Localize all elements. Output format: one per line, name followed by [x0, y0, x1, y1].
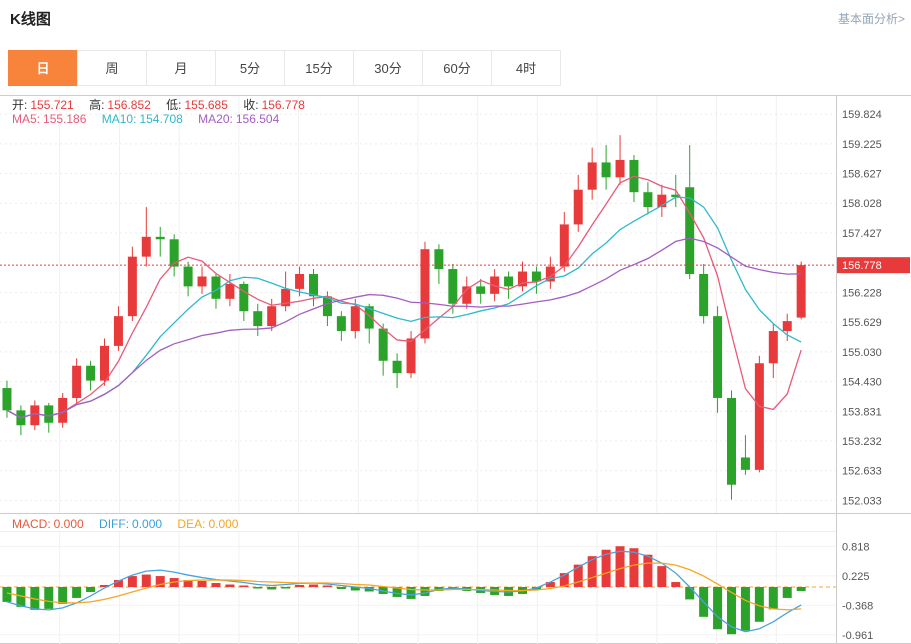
tab-month[interactable]: 月 [146, 50, 216, 86]
ohlc-open-value: 155.721 [30, 98, 74, 112]
macd-label: MACD: [12, 517, 51, 531]
price-axis-tick: 152.633 [842, 466, 882, 478]
ohlc-low: 低: 155.685 [166, 98, 228, 112]
ma20-value: 156.504 [235, 112, 280, 126]
candlestick-chart[interactable]: 159.824 159.225 158.627 158.028 157.427 156.2… [0, 95, 911, 513]
ohlc-high-label: 高: [89, 98, 105, 112]
price-axis-tick: 159.824 [842, 109, 882, 121]
price-axis-tick: 154.430 [842, 377, 882, 389]
ohlc-high: 高: 156.852 [89, 98, 151, 112]
diff-value-readout: DIFF: 0.000 [99, 517, 162, 531]
macd-readout: MACD: 0.000 DIFF: 0.000 DEA: 0.000 [12, 517, 250, 531]
price-axis-tick: 158.627 [842, 168, 882, 180]
ma5-readout: MA5: 155.186 [12, 112, 86, 126]
v-gridlines [59, 532, 777, 644]
ohlc-open-label: 开: [12, 98, 28, 112]
ma5-label: MA5: [12, 112, 41, 126]
ohlc-close-label: 收: [243, 98, 259, 112]
price-axis-tick: 153.232 [842, 436, 882, 448]
tab-day[interactable]: 日 [8, 50, 78, 86]
ma20-line [6, 237, 802, 419]
candles-layer [2, 135, 806, 500]
ma10-label: MA10: [101, 112, 137, 126]
macd-axis-tick: 0.225 [842, 571, 870, 583]
current-price-tag: 156.778 [837, 257, 910, 274]
dea-value: 0.000 [208, 517, 239, 531]
ohlc-close-value: 156.778 [261, 98, 305, 112]
diff-label: DIFF: [99, 517, 130, 531]
price-axis-tick: 158.028 [842, 198, 882, 210]
ohlc-close: 收: 156.778 [243, 98, 305, 112]
ohlc-readout: 开: 155.721 高: 156.852 低: 155.685 收: 156.778 [12, 96, 317, 113]
diff-value: 0.000 [132, 517, 163, 531]
dea-value-readout: DEA: 0.000 [177, 517, 238, 531]
ma10-value: 154.708 [139, 112, 183, 126]
dea-line [6, 562, 802, 611]
ohlc-high-value: 156.852 [107, 98, 151, 112]
fundamental-analysis-link[interactable]: 基本面分析> [837, 12, 905, 26]
macd-axis-tick: -0.368 [842, 600, 873, 612]
v-gridlines [59, 96, 777, 513]
page-title: K线图 [10, 11, 51, 28]
price-axis-tick: 156.228 [842, 287, 882, 299]
svg-text:156.778: 156.778 [842, 260, 882, 272]
macd-axis-tick: 0.818 [842, 541, 870, 553]
price-axis-tick: 159.225 [842, 139, 882, 151]
macd-histogram [2, 546, 806, 635]
tab-15min[interactable]: 15分 [284, 50, 354, 86]
timeframe-tabs: 日 周 月 5分 15分 30分 60分 4时 [8, 50, 561, 86]
macd-axis-tick: -0.961 [842, 630, 873, 642]
ma20-label: MA20: [198, 112, 233, 126]
macd-value: 0.000 [53, 517, 84, 531]
price-axis-tick: 157.427 [842, 228, 882, 240]
ma-readout: MA5: 155.186 MA10: 154.708 MA20: 156.504 [12, 112, 291, 126]
dea-label: DEA: [177, 517, 206, 531]
diff-line [6, 550, 802, 633]
price-axis-tick: 155.629 [842, 317, 882, 329]
tab-5min[interactable]: 5分 [215, 50, 285, 86]
ma20-readout: MA20: 156.504 [198, 112, 279, 126]
price-axis-tick: 153.831 [842, 406, 882, 418]
ma5-value: 155.186 [43, 112, 87, 126]
tab-30min[interactable]: 30分 [353, 50, 423, 86]
tab-week[interactable]: 周 [77, 50, 147, 86]
ma10-readout: MA10: 154.708 [102, 112, 183, 126]
ohlc-low-label: 低: [166, 98, 182, 112]
tab-4hour[interactable]: 4时 [491, 50, 561, 86]
macd-value-readout: MACD: 0.000 [12, 517, 84, 531]
ma10-line [6, 196, 802, 419]
ohlc-low-value: 155.685 [184, 98, 228, 112]
tab-60min[interactable]: 60分 [422, 50, 492, 86]
macd-chart[interactable]: 0.818 0.225 -0.368 -0.961 [0, 513, 911, 644]
ohlc-open: 开: 155.721 [12, 98, 74, 112]
price-axis-tick: 152.033 [842, 495, 882, 507]
price-axis-tick: 155.030 [842, 347, 882, 359]
ma5-line [6, 175, 802, 419]
